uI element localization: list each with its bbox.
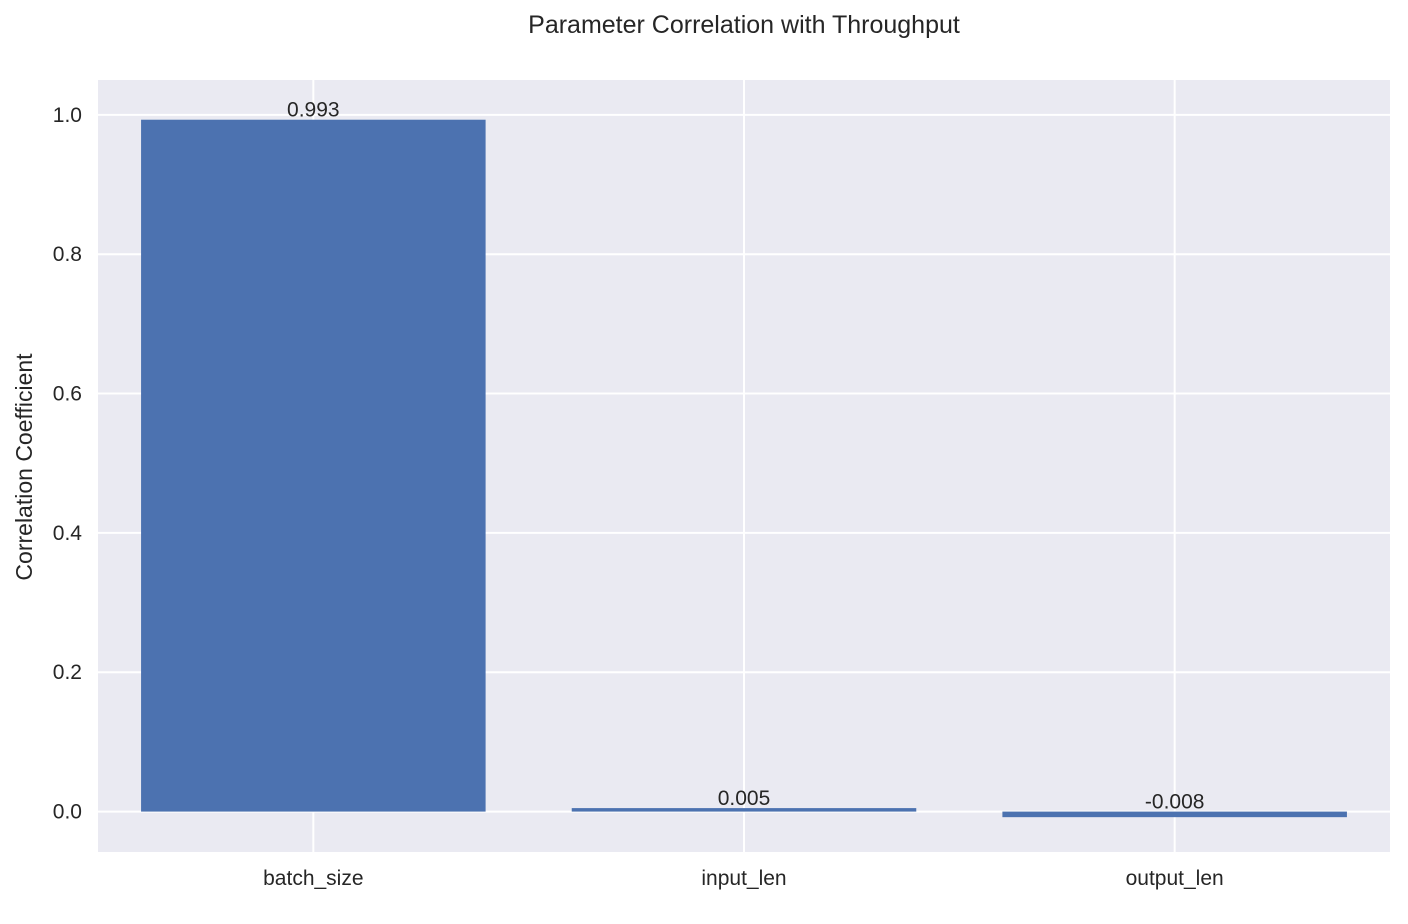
bar-input-len	[571, 808, 917, 812]
x-tick-labels: batch_size input_len output_len	[263, 867, 1224, 890]
data-label: 0.005	[718, 787, 771, 810]
y-tick-label: 0.0	[53, 801, 82, 824]
y-tick-label: 0.2	[53, 661, 82, 684]
chart-title: Parameter Correlation with Throughput	[528, 11, 960, 39]
x-tick-label: output_len	[1126, 867, 1224, 890]
y-tick-labels: 0.0 0.2 0.4 0.6 0.8 1.0	[53, 104, 83, 824]
data-labels: 0.993 0.005 -0.008	[287, 99, 1204, 814]
y-axis-label: Correlation Coefficient	[11, 353, 37, 581]
y-tick-label: 0.4	[53, 522, 83, 545]
data-label: -0.008	[1145, 791, 1205, 814]
x-tick-label: batch_size	[263, 867, 363, 890]
bar-output-len	[1002, 811, 1347, 818]
y-tick-label: 0.6	[53, 383, 82, 406]
bars	[141, 119, 1347, 818]
data-label: 0.993	[287, 99, 340, 122]
y-tick-label: 0.8	[53, 243, 82, 266]
bar-batch-size	[141, 119, 486, 812]
x-tick-label: input_len	[701, 867, 786, 890]
y-tick-label: 1.0	[53, 104, 82, 127]
